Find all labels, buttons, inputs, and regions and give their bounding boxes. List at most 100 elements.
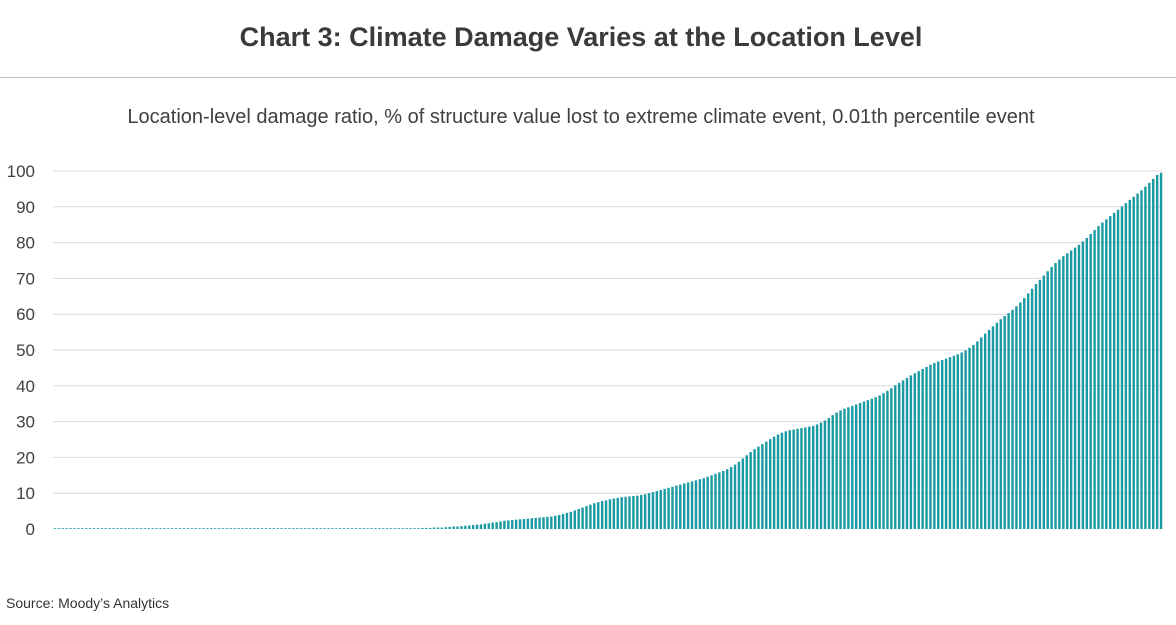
- bar: [894, 385, 897, 529]
- bar: [890, 388, 893, 529]
- bar: [518, 519, 522, 529]
- bar: [139, 528, 143, 529]
- bar: [155, 528, 158, 529]
- bar: [397, 528, 401, 529]
- bar: [1152, 178, 1155, 529]
- y-tick-label: 80: [16, 234, 35, 253]
- bar: [468, 525, 471, 529]
- bar: [831, 415, 834, 529]
- bar: [393, 528, 397, 529]
- bar: [808, 426, 811, 529]
- bar: [827, 418, 831, 529]
- bar: [788, 430, 791, 529]
- bar: [1030, 288, 1034, 529]
- bar: [198, 528, 201, 529]
- bar: [698, 479, 702, 529]
- bar: [210, 528, 213, 529]
- bar: [655, 491, 659, 529]
- bar: [389, 528, 393, 529]
- bar: [612, 498, 616, 529]
- bar: [296, 528, 299, 529]
- bar: [632, 496, 635, 529]
- bar: [956, 354, 960, 529]
- bar: [151, 528, 154, 529]
- bar: [483, 523, 487, 529]
- bar: [940, 360, 944, 529]
- bar: [245, 528, 248, 529]
- bar: [1132, 196, 1135, 529]
- bar: [405, 528, 408, 529]
- bar: [706, 476, 709, 529]
- bar: [88, 528, 92, 529]
- bar: [952, 355, 956, 529]
- y-tick-label: 90: [16, 198, 35, 217]
- bar: [620, 497, 623, 529]
- bar: [186, 528, 190, 529]
- bar: [1097, 226, 1100, 529]
- bar: [53, 528, 57, 529]
- bar: [456, 526, 459, 529]
- bar: [182, 528, 186, 529]
- bar: [444, 527, 448, 529]
- bar: [1058, 259, 1061, 529]
- bar: [901, 380, 905, 529]
- bar: [636, 495, 639, 529]
- bar: [366, 528, 369, 529]
- bar: [995, 322, 999, 529]
- bar: [511, 520, 514, 529]
- bar: [1128, 200, 1131, 529]
- bar: [862, 401, 866, 529]
- bar: [843, 408, 846, 529]
- bar: [171, 528, 174, 529]
- bar: [714, 473, 717, 529]
- bar: [1155, 174, 1159, 529]
- bar: [991, 326, 995, 529]
- bar: [256, 528, 260, 529]
- bar: [647, 493, 651, 529]
- bar: [866, 400, 870, 529]
- bar: [346, 528, 350, 529]
- bar: [1073, 247, 1077, 530]
- bar: [327, 528, 330, 529]
- bar: [999, 319, 1003, 529]
- bar: [120, 528, 123, 529]
- bar: [925, 366, 928, 529]
- bar: [253, 528, 256, 529]
- bar: [96, 528, 100, 529]
- bar: [241, 528, 244, 529]
- bar: [597, 502, 600, 529]
- bar: [221, 528, 225, 529]
- bar: [487, 523, 490, 529]
- y-tick-label: 60: [16, 305, 35, 324]
- bar: [436, 527, 440, 529]
- bar: [683, 483, 686, 529]
- bar: [663, 488, 666, 529]
- bar: [479, 524, 483, 529]
- bar: [331, 528, 334, 529]
- bar: [972, 344, 975, 529]
- bar: [733, 464, 737, 529]
- bar: [350, 528, 354, 529]
- bar: [640, 494, 643, 529]
- bar: [1062, 256, 1065, 529]
- bar: [561, 513, 565, 529]
- bar: [299, 528, 303, 529]
- bar: [499, 521, 502, 529]
- bar: [823, 420, 827, 529]
- bar: [335, 528, 338, 529]
- bar: [659, 489, 662, 529]
- bar: [159, 528, 162, 529]
- bar: [944, 358, 948, 529]
- bar: [854, 404, 858, 529]
- bar: [667, 487, 670, 529]
- bar: [276, 528, 279, 529]
- bar: [225, 528, 229, 529]
- bar: [675, 485, 678, 529]
- y-tick-label: 100: [7, 162, 35, 181]
- bar: [421, 527, 424, 529]
- bar: [319, 528, 322, 529]
- bar: [765, 441, 768, 529]
- bar: [815, 424, 819, 529]
- bar: [409, 528, 412, 529]
- bar: [1120, 206, 1124, 529]
